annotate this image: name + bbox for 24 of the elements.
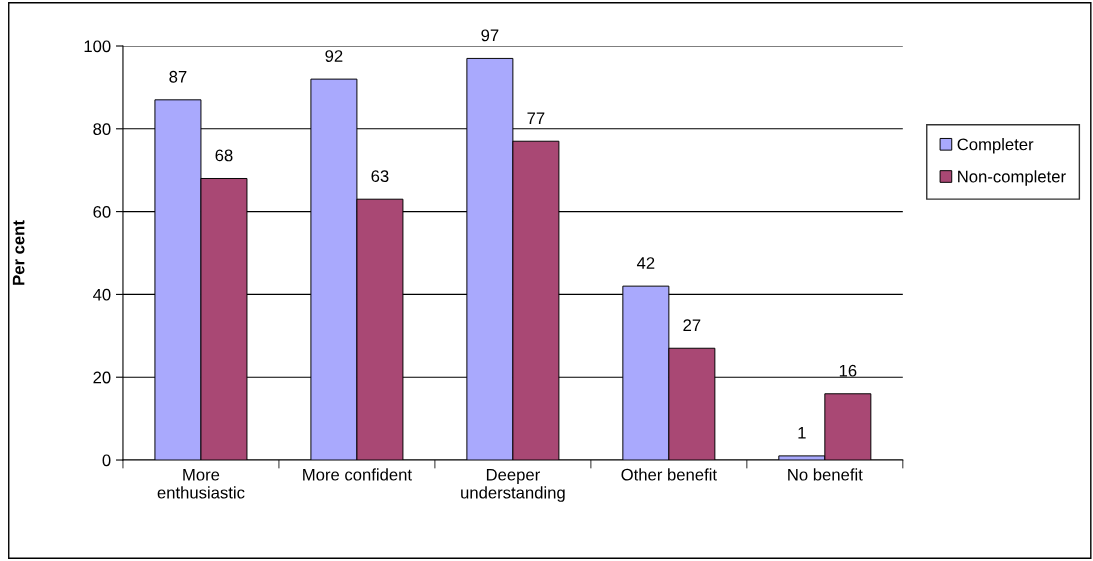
data-label: 16 (839, 364, 857, 377)
y-tick-label: 20 (93, 371, 111, 384)
x-tick-label: Other benefit (621, 468, 717, 481)
x-tick-label: More confident (303, 468, 412, 481)
data-label: 63 (371, 170, 389, 183)
legend-label: Completer (957, 138, 1034, 154)
x-tick-label: Deeper understanding (461, 468, 565, 502)
y-tick-label: 60 (93, 206, 111, 218)
data-label: 1 (798, 427, 806, 439)
data-label: 42 (636, 257, 655, 269)
x-tick-label: More enthusiastic (157, 468, 245, 499)
legend-label: Non-completer (958, 170, 1066, 186)
data-label: 97 (481, 29, 499, 42)
y-tick-label: 80 (93, 123, 111, 136)
data-label: 27 (683, 319, 701, 331)
data-label: 68 (215, 149, 233, 162)
data-label: 87 (169, 70, 187, 83)
data-label: 77 (527, 112, 545, 124)
x-tick-label: No benefit (788, 468, 863, 481)
y-tick-label: 100 (84, 40, 111, 53)
y-tick-label: 40 (93, 288, 111, 301)
y-tick-label: 0 (102, 454, 111, 467)
data-label: 92 (325, 50, 343, 62)
y-axis-title: Per cent (12, 220, 25, 285)
